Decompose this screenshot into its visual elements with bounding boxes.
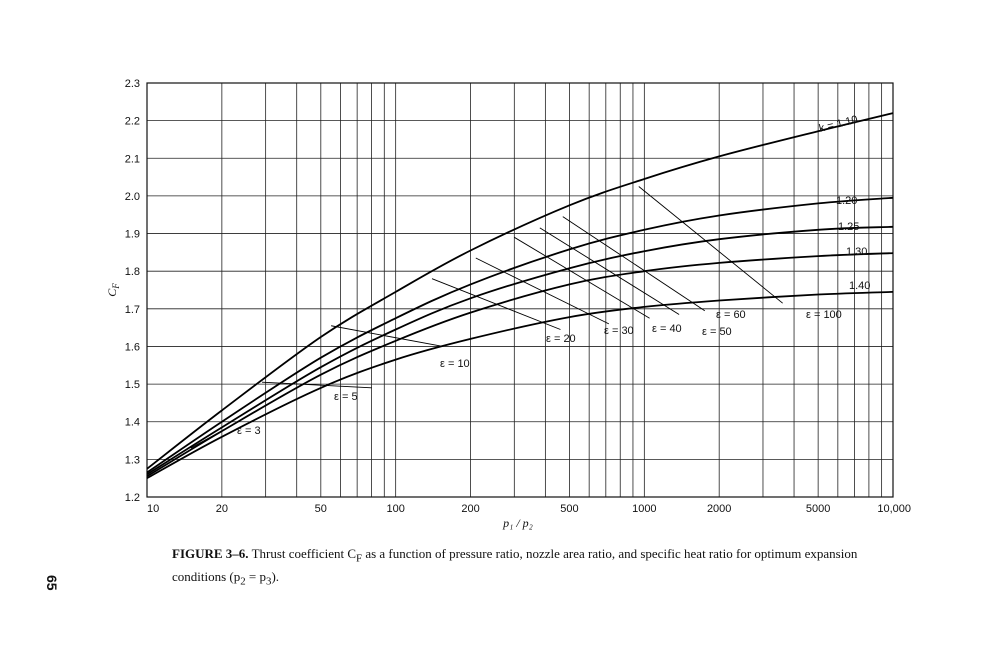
y-tick-label: 1.9 [125,229,140,241]
epsilon-label: ε = 60 [716,309,746,321]
y-tick-label: 1.4 [125,417,140,429]
epsilon-line [638,186,783,304]
k-curve-label: 1.20 [836,195,857,207]
y-tick-label: 2.2 [125,116,140,128]
x-tick-label: 1000 [632,503,656,515]
x-tick-label: 10,000 [877,503,911,515]
thrust-coefficient-chart: 1.2 1.3 1.4 1.5 1.6 1.7 1.8 1.9 2.0 2.1 2.2 2.3 10 2… [105,78,911,530]
epsilon-label: ε = 5 [334,391,358,403]
x-tick-label: 50 [315,503,327,515]
x-tick-label: 10 [147,503,159,515]
y-tick-label: 1.2 [125,492,140,504]
epsilon-label: ε = 40 [652,323,682,335]
k-curve [146,252,894,478]
epsilon-label: ε = 3 [237,425,261,437]
epsilon-line [539,227,680,315]
caption-text: Thrust coefficient C [251,546,357,561]
plot-frame [146,82,894,498]
k-curve [146,112,894,470]
y-axis-label: CF [105,283,121,297]
page-number: 65 [44,575,60,591]
k-curve-label: k = 1.10 [818,114,859,135]
k-curve [146,225,894,476]
epsilon-label: ε = 50 [702,326,732,338]
x-tick-label: 20 [216,503,228,515]
area-ratio-lines [190,186,783,449]
caption-mid: = p [245,568,267,584]
k-curve [146,196,894,474]
x-tick-label: 100 [386,503,404,515]
k-curve-label: 1.30 [846,246,867,258]
y-axis-label-sub: F [111,283,121,290]
k-series-curves [146,112,894,479]
x-tick-label: 2000 [707,503,731,515]
x-axis-label: p₁ / p₂ [502,516,533,530]
caption-end: ). [271,568,280,584]
epsilon-label: ε = 30 [604,325,634,337]
y-tick-label: 1.7 [125,304,140,316]
y-tick-label: 1.6 [125,341,140,353]
epsilon-label: ε = 20 [546,333,576,345]
y-tick-label: 1.8 [125,266,140,278]
epsilon-line [331,325,444,347]
epsilon-label: ε = 100 [806,309,842,321]
k-curve [146,291,894,479]
x-axis-ticks: 10 20 50 100 200 500 1000 2000 5000 10,000 [147,503,911,515]
caption-sub2: 2 [240,575,246,588]
y-tick-label: 1.3 [125,454,140,466]
y-tick-label: 2.0 [125,191,140,203]
caption-label: FIGURE 3–6. [172,546,249,561]
x-tick-label: 500 [560,503,578,515]
figure-caption: FIGURE 3–6. Thrust coefficient CF as a f… [172,545,862,590]
y-axis-ticks: 1.2 1.3 1.4 1.5 1.6 1.7 1.8 1.9 2.0 2.1 2.2 2.3 [125,78,140,504]
y-tick-label: 1.5 [125,379,140,391]
epsilon-line [562,216,706,312]
epsilon-line [514,236,650,319]
caption-sub3: 3 [266,575,272,588]
k-curve-label: 1.40 [849,280,870,292]
epsilon-label: ε = 10 [440,358,470,370]
k-curve-label: 1.25 [838,221,859,233]
caption-sub: F [356,552,363,565]
x-tick-label: 5000 [806,503,830,515]
curve-labels: k = 1.10 1.20 1.25 1.30 1.40 ε = 3 ε = 5 ε = 10… [237,114,870,437]
y-tick-label: 2.1 [125,153,140,165]
caption-text2: as a function of pressure ratio, nozzle … [172,546,858,584]
x-tick-label: 200 [461,503,479,515]
y-tick-label: 2.3 [125,78,140,90]
